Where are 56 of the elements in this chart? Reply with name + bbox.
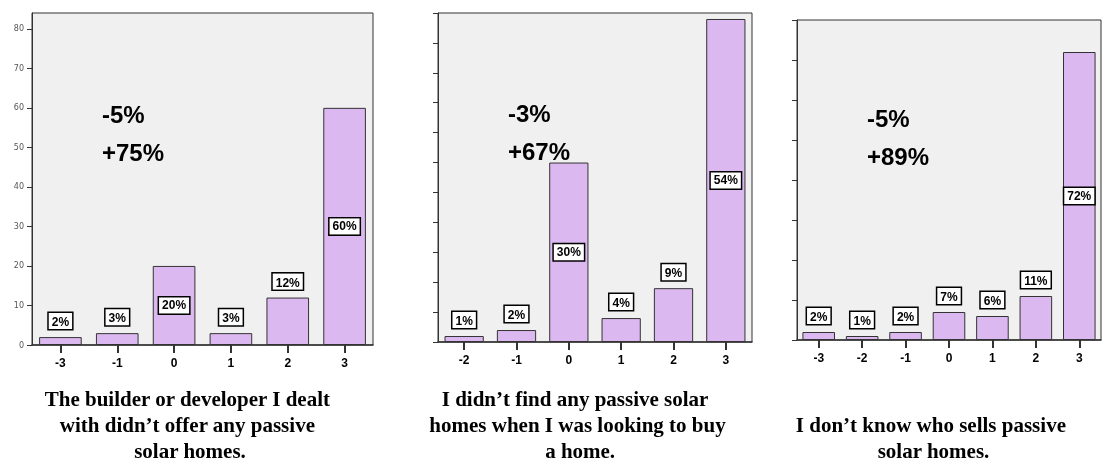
x-tick-label: -3 (55, 356, 67, 370)
x-tick-label: 3 (341, 356, 349, 370)
data-label: 6% (983, 294, 1002, 308)
data-label: 54% (713, 173, 739, 188)
data-label: 11% (1024, 274, 1048, 288)
data-label: 2% (51, 315, 70, 330)
text: I didn’t find any passive solar homes when I was looking to buy a home. (429, 387, 727, 463)
x-tick-label: -1 (111, 356, 123, 370)
data-label: 2% (896, 310, 915, 324)
y-tick-label: 30 (13, 221, 24, 231)
x-tick-label: -3 (813, 351, 825, 365)
data-label: 60% (332, 219, 357, 234)
data-label: 4% (612, 296, 631, 311)
x-tick-label: 3 (722, 353, 730, 367)
text: The builder or developer I dealt with didn’t offer any passive solar homes. (44, 387, 336, 463)
y-tick-label: 50 (13, 142, 24, 152)
text: I don’t know who sells passive solar homes. (795, 413, 1072, 463)
data-label: 1% (455, 314, 474, 329)
x-tick-label: 1 (617, 353, 625, 367)
x-tick-label: 3 (1075, 351, 1083, 365)
y-tick-label: 20 (13, 261, 24, 271)
y-tick-label: 60 (13, 103, 24, 113)
annotation: +89% (867, 142, 930, 170)
y-tick-label: 70 (13, 63, 24, 73)
data-label: 3% (108, 311, 127, 326)
annotation: +75% (102, 139, 165, 167)
data-label: 7% (940, 290, 958, 304)
x-tick-label: 1 (989, 351, 997, 365)
y-tick-label: 40 (13, 182, 24, 192)
data-label: 3% (222, 311, 240, 326)
annotation: +67% (508, 138, 571, 166)
data-label: 12% (275, 275, 301, 290)
data-label: 20% (162, 298, 187, 313)
y-tick-label: 80 (13, 24, 24, 34)
data-label: 9% (664, 266, 683, 281)
x-tick-label: 0 (170, 356, 178, 370)
x-tick-label: 1 (227, 356, 235, 370)
annotation: -3% (508, 100, 551, 128)
data-label: 2% (507, 308, 526, 323)
x-tick-label: 2 (670, 353, 678, 367)
y-tick-label: 0 (18, 340, 24, 350)
x-tick-label: 0 (945, 351, 953, 365)
data-label: 30% (556, 245, 582, 260)
data-label: 1% (853, 314, 872, 328)
x-tick-label: 2 (284, 356, 292, 370)
data-label: 72% (1067, 189, 1092, 203)
x-tick-label: 0 (565, 353, 573, 367)
annotation: -5% (867, 104, 910, 132)
x-tick-label: -1 (900, 351, 912, 365)
data-label: 2% (810, 310, 828, 324)
annotation: -5% (102, 101, 145, 129)
x-tick-label: -2 (856, 351, 868, 365)
y-tick-label: 10 (13, 300, 24, 310)
x-tick-label: -1 (511, 353, 523, 367)
x-tick-label: 2 (1032, 351, 1040, 365)
x-tick-label: -2 (458, 353, 470, 367)
